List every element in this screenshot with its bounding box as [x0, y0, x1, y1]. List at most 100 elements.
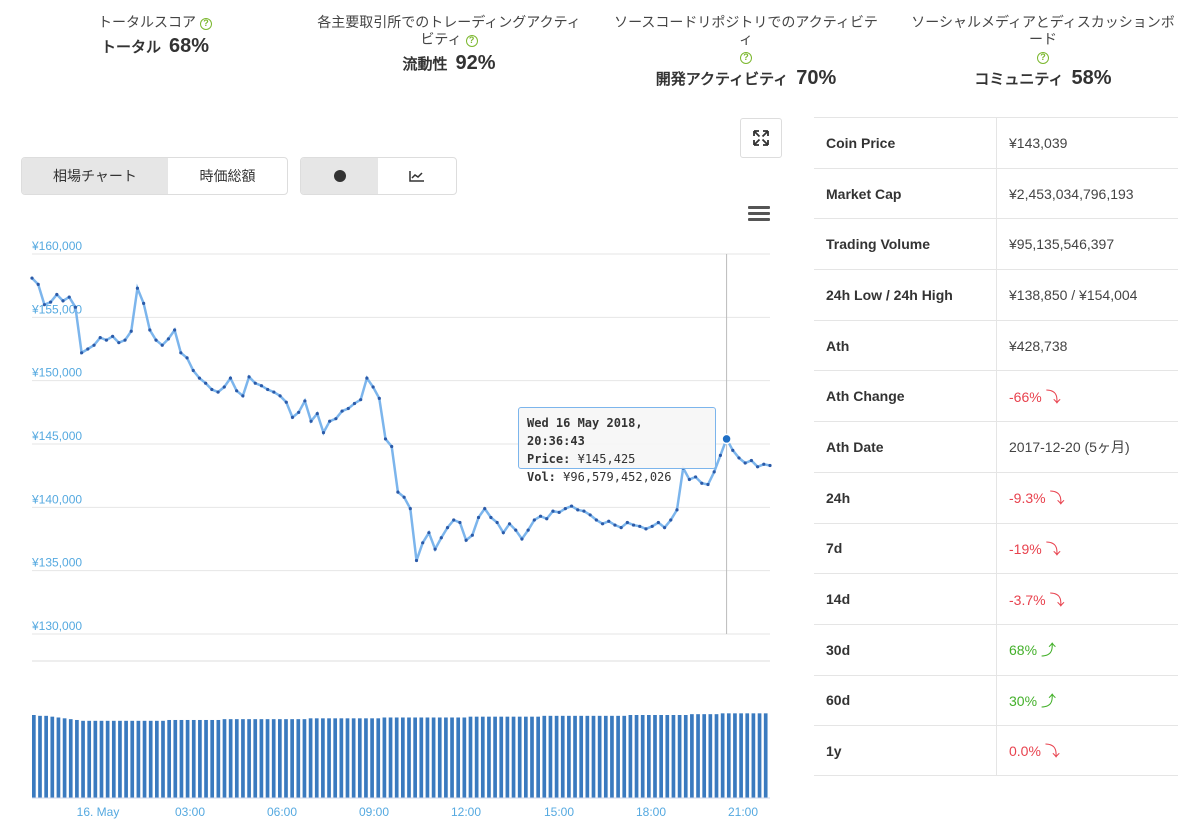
price-point — [445, 526, 450, 530]
stats-key: Ath Change — [814, 371, 997, 422]
price-point — [365, 376, 369, 380]
volume-bar — [567, 715, 571, 798]
stats-row: 7d -19% ⤵ — [814, 522, 1178, 574]
score-name: コミュニティ — [974, 71, 1064, 88]
price-point — [222, 385, 226, 389]
price-point — [538, 514, 543, 518]
expand-button[interactable] — [740, 118, 782, 158]
volume-bar — [345, 718, 350, 798]
stats-value: 30% ⤴ — [997, 690, 1056, 711]
line-chart-icon — [409, 171, 424, 182]
help-icon[interactable]: ? — [740, 52, 752, 64]
price-point — [439, 536, 443, 540]
tab-price-chart[interactable]: 相場チャート — [22, 158, 168, 194]
coin-stats-table: Coin Price ¥143,039 Market Cap ¥2,453,034,7… — [814, 117, 1178, 776]
price-point — [483, 507, 487, 511]
volume-bar — [413, 717, 417, 798]
volume-bar — [93, 720, 98, 798]
volume-bar — [653, 715, 657, 798]
help-icon[interactable]: ? — [1037, 52, 1049, 64]
price-point — [67, 295, 71, 299]
score-liquidity: 各主要取引所でのトレーディングアクティビティ? 流動性 92% — [312, 14, 586, 75]
price-point — [545, 517, 549, 521]
tab-market-cap[interactable]: 時価総額 — [199, 168, 256, 184]
stats-value: ¥138,850 / ¥154,004 — [997, 287, 1137, 303]
volume-bar — [210, 719, 215, 798]
stats-key: 24h Low / 24h High — [814, 270, 997, 320]
volume-bar — [68, 719, 73, 798]
volume-bar — [142, 720, 147, 798]
price-point — [656, 520, 660, 525]
volume-bar — [437, 717, 442, 798]
volume-bar — [462, 717, 467, 798]
volume-bar — [714, 714, 719, 798]
stats-key: 24h — [814, 472, 997, 523]
price-point — [210, 387, 214, 392]
volume-bar — [148, 720, 153, 798]
price-point — [749, 458, 753, 463]
price-point — [675, 508, 679, 512]
stats-value-text: -3.7% — [1009, 591, 1046, 608]
tab-dot-style[interactable] — [301, 158, 378, 194]
score-pct: 92% — [455, 52, 496, 74]
tab-line-style[interactable] — [378, 158, 456, 194]
chart-tooltip: Wed 16 May 2018, 20:36:43 Price: ¥145,42… — [518, 407, 716, 484]
tooltip-date: Wed 16 May 2018, 20:36:43 — [527, 416, 643, 448]
price-point — [718, 453, 722, 457]
stats-value-text: 0.0% — [1009, 743, 1041, 760]
price-point — [476, 515, 481, 520]
price-point — [489, 515, 493, 520]
price-point — [427, 531, 431, 535]
stats-value: 2017-12-20 (5ヶ月) — [997, 437, 1130, 457]
volume-bar — [487, 716, 491, 798]
volume-bar — [499, 716, 504, 798]
volume-bar — [659, 715, 663, 798]
volume-bar — [493, 716, 497, 798]
volume-bar — [597, 715, 602, 798]
stats-key: Market Cap — [814, 168, 997, 219]
price-chart[interactable]: ¥160,000¥155,000¥150,000¥145,000¥140,000… — [0, 110, 790, 836]
stats-value-text: -19% — [1009, 540, 1042, 557]
volume-bar — [603, 715, 608, 798]
stats-key: Ath Date — [814, 422, 997, 472]
price-point — [346, 406, 350, 411]
price-point — [42, 303, 47, 307]
trend-down-icon: ⤵ — [1044, 743, 1060, 761]
stats-value: -19% ⤵ — [997, 538, 1061, 559]
help-icon[interactable]: ? — [465, 35, 478, 47]
chart-style-tabs — [300, 157, 457, 195]
help-icon[interactable]: ? — [200, 18, 212, 30]
price-point — [166, 337, 171, 341]
score-community: ソーシャルメディアとディスカッションボード? コミュニティ 58% — [906, 14, 1180, 90]
stats-key: 60d — [814, 675, 997, 726]
price-point — [266, 387, 270, 392]
volume-bar — [99, 720, 104, 798]
volume-bar — [44, 715, 48, 798]
price-point — [352, 401, 357, 406]
stats-key: 30d — [814, 624, 997, 675]
stats-value: 0.0% ⤵ — [997, 740, 1060, 761]
y-tick-label: ¥135,000 — [31, 556, 82, 570]
dot-icon — [333, 170, 346, 182]
volume-bar — [308, 718, 313, 798]
volume-bar — [425, 717, 430, 798]
volume-bar — [167, 719, 171, 798]
volume-bar — [130, 720, 135, 798]
volume-bar — [321, 718, 325, 798]
score-name: トータル — [100, 39, 161, 56]
price-point — [309, 419, 313, 423]
stats-key: 7d — [814, 523, 997, 574]
volume-bar — [665, 715, 670, 798]
price-point — [123, 338, 127, 342]
price-point — [712, 470, 716, 474]
price-point — [290, 415, 295, 419]
price-point — [693, 475, 698, 479]
stats-row: Ath ¥428,738 — [814, 319, 1178, 371]
volume-bar — [370, 718, 374, 798]
price-point — [644, 527, 648, 531]
price-point — [173, 328, 177, 332]
chart-menu-icon[interactable] — [748, 206, 770, 224]
stats-key: 14d — [814, 574, 997, 624]
price-point — [470, 533, 474, 537]
price-point — [433, 547, 437, 551]
